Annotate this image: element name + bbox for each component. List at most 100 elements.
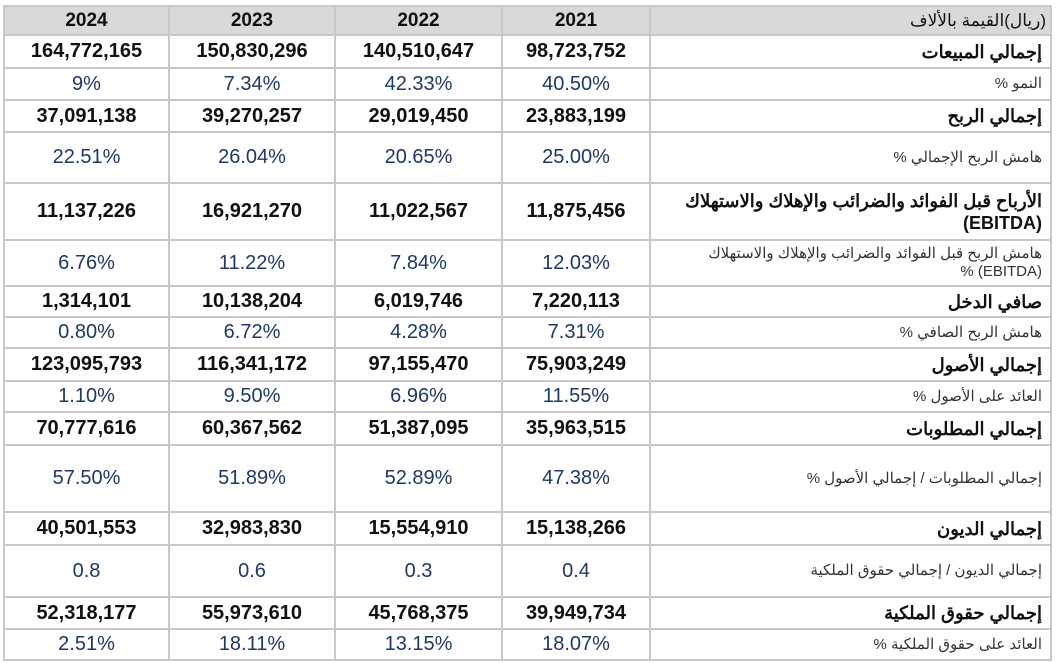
- value-cell: 15,138,266: [501, 511, 651, 546]
- row-label: إجمالي حقوق الملكية: [649, 596, 1052, 630]
- value-cell: 16,921,270: [168, 182, 336, 241]
- value-cell: 29,019,450: [334, 99, 503, 133]
- table-row: 6.76% 11.22% 7.84% 12.03% هامش الربح قبل الف…: [3, 239, 1052, 287]
- value-cell: 9%: [3, 67, 170, 101]
- row-label: إجمالي المبيعات: [649, 34, 1052, 69]
- value-cell: 52,318,177: [3, 596, 170, 630]
- value-cell: 45,768,375: [334, 596, 503, 630]
- value-cell: 32,983,830: [168, 511, 336, 546]
- value-cell: 13.15%: [334, 628, 503, 661]
- table-row: 70,777,616 60,367,562 51,387,095 35,963,515…: [3, 411, 1052, 446]
- table-row: 1.10% 9.50% 6.96% 11.55% العائد على الأصول %: [3, 380, 1052, 413]
- table-row: 2.51% 18.11% 13.15% 18.07% العائد على حقوق ا…: [3, 628, 1052, 661]
- value-cell: 11.22%: [168, 239, 336, 287]
- value-cell: 20.65%: [334, 131, 503, 184]
- row-label: إجمالي الأصول: [649, 347, 1052, 382]
- year-header: 2023: [168, 5, 336, 36]
- value-cell: 75,903,249: [501, 347, 651, 382]
- value-cell: 22.51%: [3, 131, 170, 184]
- row-label: إجمالي المطلوبات: [649, 411, 1052, 446]
- year-header: 2022: [334, 5, 503, 36]
- table-row: 9% 7.34% 42.33% 40.50% النمو %: [3, 67, 1052, 101]
- value-cell: 116,341,172: [168, 347, 336, 382]
- value-cell: 70,777,616: [3, 411, 170, 446]
- table-row: 22.51% 26.04% 20.65% 25.00% هامش الربح الإجم…: [3, 131, 1052, 184]
- year-header: 2024: [3, 5, 170, 36]
- value-cell: 123,095,793: [3, 347, 170, 382]
- table-row: 0.80% 6.72% 4.28% 7.31% هامش الربح الصافي %: [3, 316, 1052, 349]
- value-cell: 51.89%: [168, 444, 336, 513]
- value-cell: 37,091,138: [3, 99, 170, 133]
- value-cell: 9.50%: [168, 380, 336, 413]
- value-cell: 1,314,101: [3, 285, 170, 318]
- value-cell: 15,554,910: [334, 511, 503, 546]
- table-row: 37,091,138 39,270,257 29,019,450 23,883,199…: [3, 99, 1052, 133]
- value-cell: 6.72%: [168, 316, 336, 349]
- financial-summary-table: 2024 2023 2022 2021 (ريال)القيمة بالألاف…: [3, 5, 1052, 661]
- value-cell: 60,367,562: [168, 411, 336, 446]
- value-cell: 1.10%: [3, 380, 170, 413]
- table-row: 52,318,177 55,973,610 45,768,375 39,949,734…: [3, 596, 1052, 630]
- value-cell: 47.38%: [501, 444, 651, 513]
- value-cell: 2.51%: [3, 628, 170, 661]
- value-cell: 55,973,610: [168, 596, 336, 630]
- value-cell: 11,022,567: [334, 182, 503, 241]
- value-cell: 0.8: [3, 544, 170, 598]
- table-row: 11,137,226 16,921,270 11,022,567 11,875,456…: [3, 182, 1052, 241]
- value-cell: 4.28%: [334, 316, 503, 349]
- table-row: 164,772,165 150,830,296 140,510,647 98,723,…: [3, 34, 1052, 69]
- row-label: إجمالي الربح: [649, 99, 1052, 133]
- value-cell: 150,830,296: [168, 34, 336, 69]
- table-row: 123,095,793 116,341,172 97,155,470 75,903,2…: [3, 347, 1052, 382]
- value-cell: 0.4: [501, 544, 651, 598]
- row-label: إجمالي الديون: [649, 511, 1052, 546]
- value-cell: 7.84%: [334, 239, 503, 287]
- table-row: 57.50% 51.89% 52.89% 47.38% إجمالي المطلوبات…: [3, 444, 1052, 513]
- value-cell: 6.76%: [3, 239, 170, 287]
- table-row: 0.8 0.6 0.3 0.4 إجمالي الديون / إجمالي حقوق …: [3, 544, 1052, 598]
- value-cell: 26.04%: [168, 131, 336, 184]
- row-label: صافي الدخل: [649, 285, 1052, 318]
- table-row: 1,314,101 10,138,204 6,019,746 7,220,113 صاف…: [3, 285, 1052, 318]
- value-cell: 51,387,095: [334, 411, 503, 446]
- row-label: العائد على الأصول %: [649, 380, 1052, 413]
- value-cell: 11.55%: [501, 380, 651, 413]
- value-cell: 42.33%: [334, 67, 503, 101]
- value-cell: 7.31%: [501, 316, 651, 349]
- value-cell: 25.00%: [501, 131, 651, 184]
- year-header: 2021: [501, 5, 651, 36]
- value-cell: 11,875,456: [501, 182, 651, 241]
- value-cell: 40,501,553: [3, 511, 170, 546]
- value-cell: 98,723,752: [501, 34, 651, 69]
- row-label: إجمالي الديون / إجمالي حقوق الملكية: [649, 544, 1052, 598]
- value-cell: 35,963,515: [501, 411, 651, 446]
- value-cell: 6,019,746: [334, 285, 503, 318]
- units-header: (ريال)القيمة بالألاف: [649, 5, 1052, 36]
- value-cell: 10,138,204: [168, 285, 336, 318]
- value-cell: 0.80%: [3, 316, 170, 349]
- value-cell: 7,220,113: [501, 285, 651, 318]
- row-label: هامش الربح الصافي %: [649, 316, 1052, 349]
- header-row: 2024 2023 2022 2021 (ريال)القيمة بالألاف: [3, 5, 1052, 36]
- row-label: إجمالي المطلوبات / إجمالي الأصول %: [649, 444, 1052, 513]
- row-label: الأرباح قبل الفوائد والضرائب والإهلاك وا…: [649, 182, 1052, 241]
- row-label: هامش الربح الإجمالي %: [649, 131, 1052, 184]
- value-cell: 23,883,199: [501, 99, 651, 133]
- value-cell: 0.3: [334, 544, 503, 598]
- row-label: النمو %: [649, 67, 1052, 101]
- value-cell: 52.89%: [334, 444, 503, 513]
- value-cell: 39,270,257: [168, 99, 336, 133]
- row-label: العائد على حقوق الملكية %: [649, 628, 1052, 661]
- value-cell: 6.96%: [334, 380, 503, 413]
- value-cell: 164,772,165: [3, 34, 170, 69]
- value-cell: 11,137,226: [3, 182, 170, 241]
- value-cell: 140,510,647: [334, 34, 503, 69]
- value-cell: 97,155,470: [334, 347, 503, 382]
- value-cell: 57.50%: [3, 444, 170, 513]
- value-cell: 18.11%: [168, 628, 336, 661]
- row-label: هامش الربح قبل الفوائد والضرائب والإهلاك…: [649, 239, 1052, 287]
- value-cell: 40.50%: [501, 67, 651, 101]
- value-cell: 7.34%: [168, 67, 336, 101]
- value-cell: 12.03%: [501, 239, 651, 287]
- value-cell: 0.6: [168, 544, 336, 598]
